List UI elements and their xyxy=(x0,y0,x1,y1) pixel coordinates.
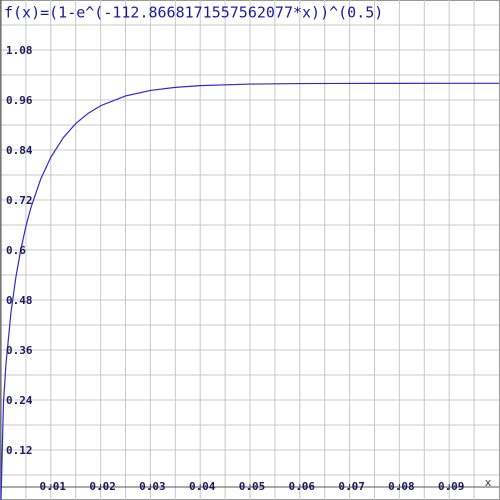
y-tick-label: 0.48 xyxy=(6,294,33,307)
x-tick-label: 0.01 xyxy=(40,480,67,493)
x-tick-label: 0.05 xyxy=(239,480,266,493)
x-tick-label: 0.08 xyxy=(388,480,415,493)
y-tick-label: 0.72 xyxy=(6,194,33,207)
y-tick-label: 0.6 xyxy=(6,244,26,257)
y-tick-label: 0.84 xyxy=(6,144,33,157)
x-tick-label: 0.02 xyxy=(89,480,116,493)
x-tick-label: 0.03 xyxy=(139,480,166,493)
y-tick-label: 0.36 xyxy=(6,344,33,357)
x-tick-label: 0.06 xyxy=(289,480,316,493)
y-tick-label: 0.12 xyxy=(6,444,33,457)
line-series xyxy=(0,82,499,500)
x-tick-label: 0.07 xyxy=(338,480,365,493)
x-tick-label: 0.04 xyxy=(189,480,216,493)
chart-title: f(x)=(1-e^(-112.8668171557562077*x))^(0.… xyxy=(4,4,383,22)
y-tick-label: 1.08 xyxy=(6,44,33,57)
y-tick-label: 0.96 xyxy=(6,94,33,107)
y-tick-label: 0.24 xyxy=(6,394,33,407)
x-tick-label: 0.09 xyxy=(438,480,465,493)
x-axis-label: x xyxy=(485,476,492,489)
